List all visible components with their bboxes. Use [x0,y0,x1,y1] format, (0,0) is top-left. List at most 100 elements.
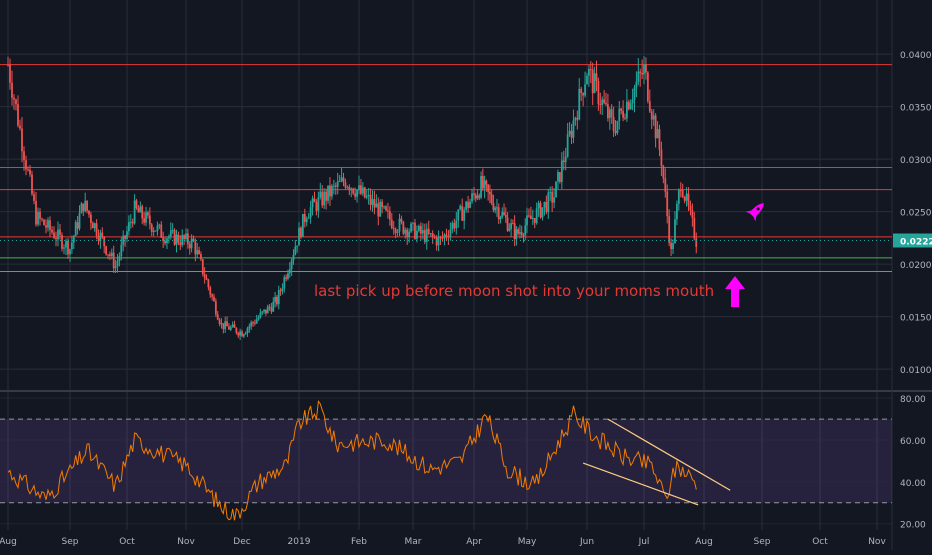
candle-body [503,212,505,215]
candle-body [319,191,322,198]
candle-body [242,334,245,337]
candle-body [648,101,651,112]
candle-body [683,196,686,201]
rsi-tick-label: 20.00 [900,521,926,531]
candle-body [492,203,495,211]
time-tick-label: Jun [579,537,594,547]
candle-body [95,223,98,236]
candle-body [78,213,81,229]
candle-body [141,206,144,219]
candle-body [35,200,37,225]
candle-body [47,220,49,228]
candle-body [298,227,300,246]
candle-body [622,110,624,118]
candle-body [348,187,351,191]
candle-body [133,200,136,224]
candle-body [107,254,109,256]
candle-body [67,240,69,255]
candle-body [369,194,372,205]
candle-body [11,82,13,98]
candle-body [352,188,355,194]
candle-body [515,229,518,239]
candle-body [576,117,579,120]
candle-body [65,240,67,248]
candle-body [433,236,436,238]
candle-body [186,233,189,245]
annotation-text: last pick up before moon shot into your … [314,282,714,300]
candle-body [666,191,669,217]
candle-body [248,326,251,329]
candle-body [524,225,527,236]
candle-body [506,217,509,231]
candle-body [76,222,79,229]
candle-body [305,218,308,223]
candle-body [687,193,690,206]
candle-body [128,222,130,232]
candle-body [49,220,51,230]
candle-body [445,234,448,237]
candle-body [218,319,221,325]
candle-body [660,149,663,166]
candle-body [239,331,242,336]
candle-body [252,322,254,324]
rsi-tick-label: 80.00 [900,395,926,405]
candle-body [216,314,219,320]
candle-body [41,218,43,220]
candle-body [510,223,512,230]
up-arrow-icon [725,276,745,307]
candle-body [398,218,401,232]
candle-body [356,190,358,197]
candle-body [377,203,380,217]
candle-body [265,309,267,314]
candle-body [627,101,630,110]
candle-body [158,224,161,226]
candle-body [379,201,382,217]
candle-body [259,312,262,318]
candle-body [211,294,214,297]
candle-body [124,235,126,239]
candle-body [385,206,387,211]
candle-body [580,88,583,94]
candle-body [361,187,364,194]
candle-body [250,322,253,327]
candle-body [528,215,530,217]
candle-body [639,71,642,73]
candle-body [203,274,206,279]
candle-body [487,184,490,192]
candle-body [325,191,327,201]
candle-body [562,160,565,163]
rsi-trendline [582,462,699,506]
candle-body [390,219,393,229]
candle-body [126,231,128,239]
candle-body [296,245,299,247]
up-arrow-shape [725,276,745,307]
candle-body [363,187,366,198]
candle-body [425,228,428,242]
candle-body [88,210,90,215]
candle-body [93,223,96,229]
candle-body [43,219,45,226]
time-tick-label: Feb [351,537,367,547]
candle-body [406,229,409,238]
candle-body [342,177,345,183]
time-tick-label: Aug [0,537,17,547]
candle-body [17,104,19,126]
candle-body [564,156,567,163]
candle-body [51,229,53,233]
candle-body [685,193,688,201]
candle-body [658,129,661,150]
price-tick-label: 0.01000 [900,366,932,376]
candle-body [171,229,174,231]
candle-body [535,208,538,224]
candle-body [614,130,617,134]
candle-body [517,229,520,234]
candle-body [21,128,23,152]
candle-body [332,185,335,187]
candle-body [263,309,265,312]
candle-body [447,236,450,238]
candle-body [103,236,106,247]
candle-body [222,323,225,330]
candle-body [616,120,619,134]
candle-body [27,169,29,171]
